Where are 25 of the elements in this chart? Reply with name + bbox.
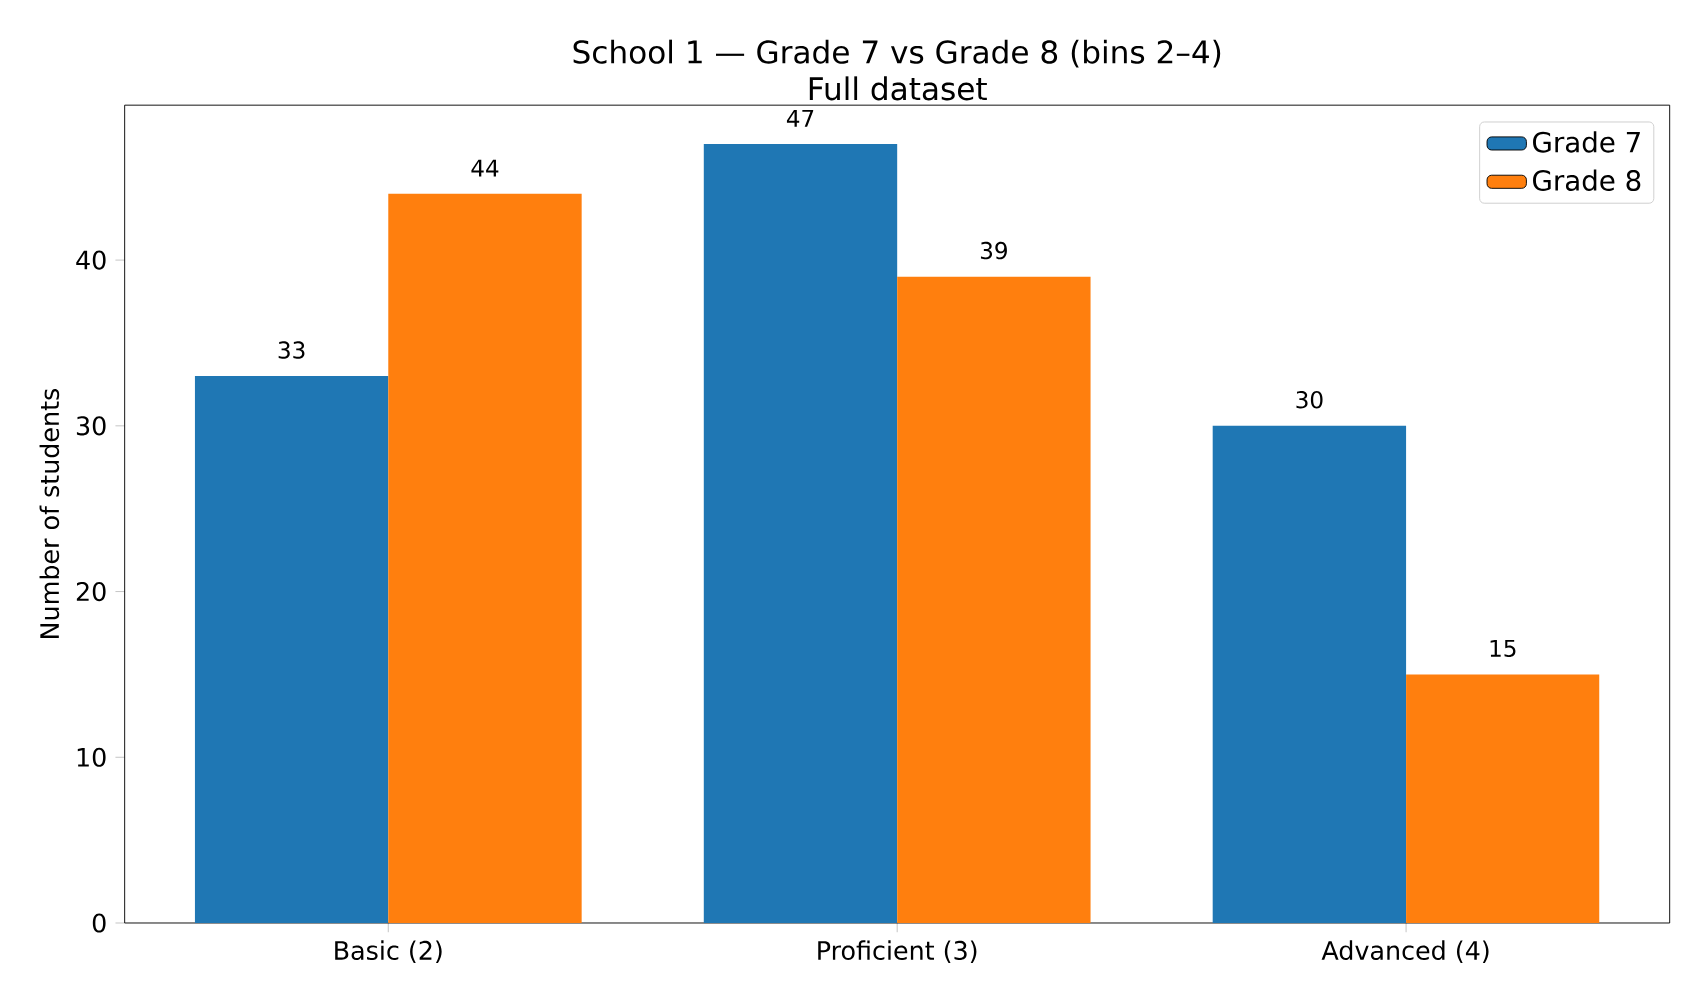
chart-title: School 1 — Grade 7 vs Grade 8 (bins 2–4) [573,39,1221,68]
x-tick-label: Advanced (4) [1321,940,1489,963]
bar [388,193,582,923]
data-label: 33 [278,341,305,359]
data-label: 15 [1490,639,1516,658]
bar [1406,674,1600,923]
y-tick-label: 40 [76,250,106,270]
data-label: 30 [1296,390,1323,409]
y-tick-label: 10 [77,747,106,767]
y-axis-title: Number of students [39,389,60,638]
data-label: 44 [471,159,499,177]
chart-subtitle: Full dataset [809,76,987,101]
bar [897,276,1091,923]
legend-label: Grade 7 [1533,131,1640,153]
y-tick-label: 30 [76,416,106,436]
x-tick-label: Proficient (3) [818,940,977,963]
bar [194,376,389,923]
x-tick-label: Basic (2) [335,940,442,963]
legend-label: Grade 8 [1533,169,1641,191]
y-tick-label: 20 [76,581,106,602]
y-tick-label: 0 [92,913,106,933]
data-label: 47 [786,109,814,127]
bar [1212,425,1407,923]
bar [703,144,898,923]
data-label: 39 [980,241,1007,260]
